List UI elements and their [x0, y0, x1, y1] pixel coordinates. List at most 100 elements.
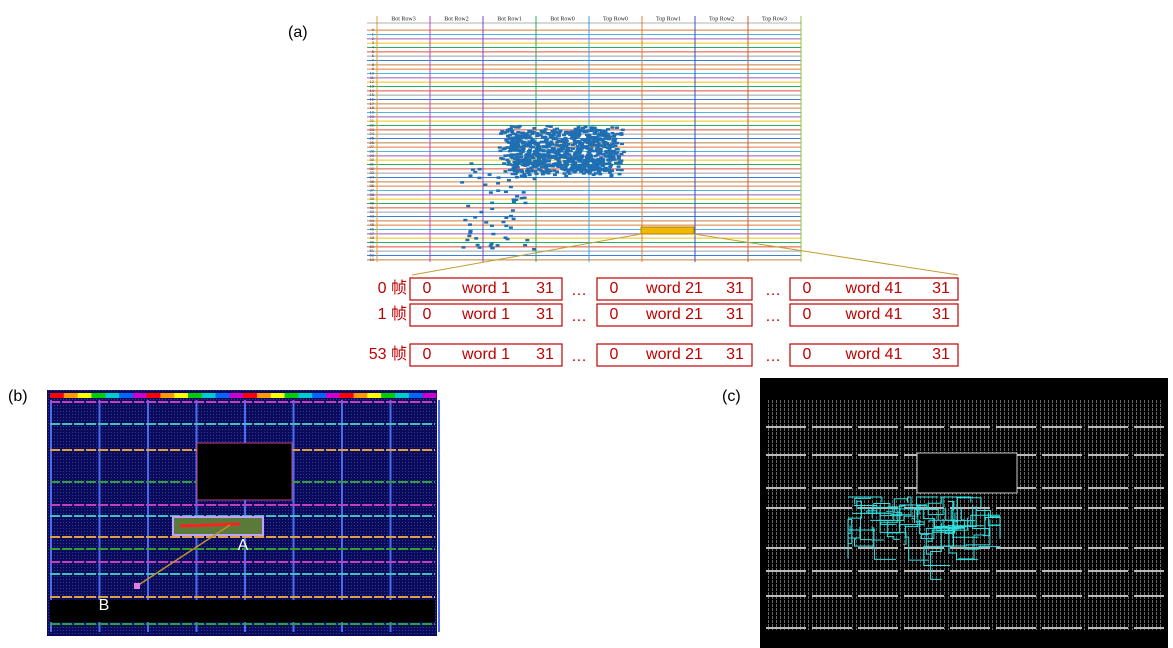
layout-dot — [546, 168, 550, 171]
layout-dot — [525, 239, 529, 242]
layout-dot — [591, 164, 595, 167]
layout-dot — [490, 243, 494, 246]
layout-dot — [586, 162, 590, 165]
layout-dot — [618, 173, 622, 176]
panel-label: (c) — [722, 388, 741, 405]
layout-dot — [569, 130, 573, 133]
layout-dot — [474, 237, 478, 240]
layout-dot — [515, 176, 519, 179]
view-block — [917, 453, 1017, 493]
layout-dot — [599, 148, 603, 151]
column-header: Bot Row1 — [497, 16, 522, 22]
layout-dot — [490, 224, 494, 227]
layout-dot — [469, 174, 473, 177]
layout-dot — [564, 146, 568, 149]
layout-dot — [537, 156, 541, 159]
layout-dot — [473, 216, 477, 219]
layout-dot — [512, 161, 516, 164]
layout-dot — [545, 171, 549, 174]
layout-dot — [564, 139, 568, 142]
layout-dot — [523, 175, 527, 178]
layout-dot — [587, 147, 591, 150]
layout-dot — [536, 142, 540, 145]
layout-band — [188, 393, 202, 398]
layout-dot — [610, 132, 614, 135]
layout-dot — [508, 137, 512, 140]
layout-dot — [610, 174, 614, 177]
layout-dot — [506, 238, 510, 241]
layout-dot — [484, 221, 488, 224]
ellipsis: … — [571, 308, 587, 325]
layout-dot — [460, 181, 464, 184]
layout-dot — [591, 150, 595, 153]
layout-dot — [581, 127, 585, 130]
layout-dot — [504, 191, 508, 194]
layout-dot — [605, 137, 609, 140]
layout-dot — [498, 146, 502, 149]
layout-dot — [531, 164, 535, 167]
layout-band — [285, 393, 299, 398]
layout-dot — [563, 169, 567, 172]
layout-dot — [507, 141, 511, 144]
layout-dot — [514, 199, 518, 202]
layout-dot — [579, 170, 583, 173]
word-name: word 41 — [845, 280, 903, 297]
layout-dot — [507, 179, 511, 182]
layout-dot — [537, 134, 541, 137]
layout-dot — [531, 146, 535, 149]
layout-dot — [490, 202, 494, 205]
layout-dot — [588, 164, 592, 167]
word-name: word 41 — [845, 346, 903, 363]
layout-dot — [511, 164, 515, 167]
layout-dot — [478, 246, 482, 249]
layout-dot — [516, 136, 520, 139]
bit-low: 0 — [423, 280, 432, 297]
panel-label: (a) — [288, 24, 308, 41]
route — [180, 524, 240, 526]
layout-dot — [557, 150, 561, 153]
layout-dot — [550, 151, 554, 154]
layout-dot — [513, 158, 517, 161]
layout-dot — [521, 132, 525, 135]
layout-dot — [589, 168, 593, 171]
layout-dot — [528, 149, 532, 152]
bit-high: 31 — [932, 346, 950, 363]
layout-band — [340, 393, 354, 398]
layout-dot — [578, 160, 582, 163]
layout-dot — [596, 150, 600, 153]
layout-dot — [491, 233, 495, 236]
layout-dot — [586, 141, 590, 144]
marker-label: A — [238, 537, 249, 554]
bit-low: 0 — [803, 306, 812, 323]
column-header: Bot Row3 — [391, 16, 416, 22]
layout-dot — [616, 168, 620, 171]
layout-dot — [516, 131, 520, 134]
layout-dot — [465, 239, 469, 242]
layout-dot — [543, 155, 547, 158]
layout-dot — [490, 208, 494, 211]
layout-band — [147, 393, 161, 398]
layout-dot — [514, 173, 518, 176]
layout-dot — [504, 216, 508, 219]
layout-dot — [573, 130, 577, 133]
layout-dot — [589, 129, 593, 132]
layout-dot — [537, 168, 541, 171]
layout-dot — [561, 154, 565, 157]
layout-dot — [598, 173, 602, 176]
layout-dot — [552, 169, 556, 172]
layout-dot — [502, 162, 506, 165]
word-name: word 21 — [645, 280, 703, 297]
layout-dot — [600, 163, 604, 166]
layout-dot — [582, 131, 586, 134]
layout-dot — [610, 126, 614, 129]
layout-dot — [587, 151, 591, 154]
layout-dot — [524, 137, 528, 140]
layout-dot — [527, 140, 531, 143]
highlight — [641, 227, 694, 234]
layout-band — [423, 393, 437, 398]
layout-dot — [541, 145, 545, 148]
panel-b: AB — [47, 390, 439, 636]
layout-band — [395, 393, 409, 398]
layout-dot — [533, 170, 537, 173]
layout-dot — [576, 155, 580, 158]
